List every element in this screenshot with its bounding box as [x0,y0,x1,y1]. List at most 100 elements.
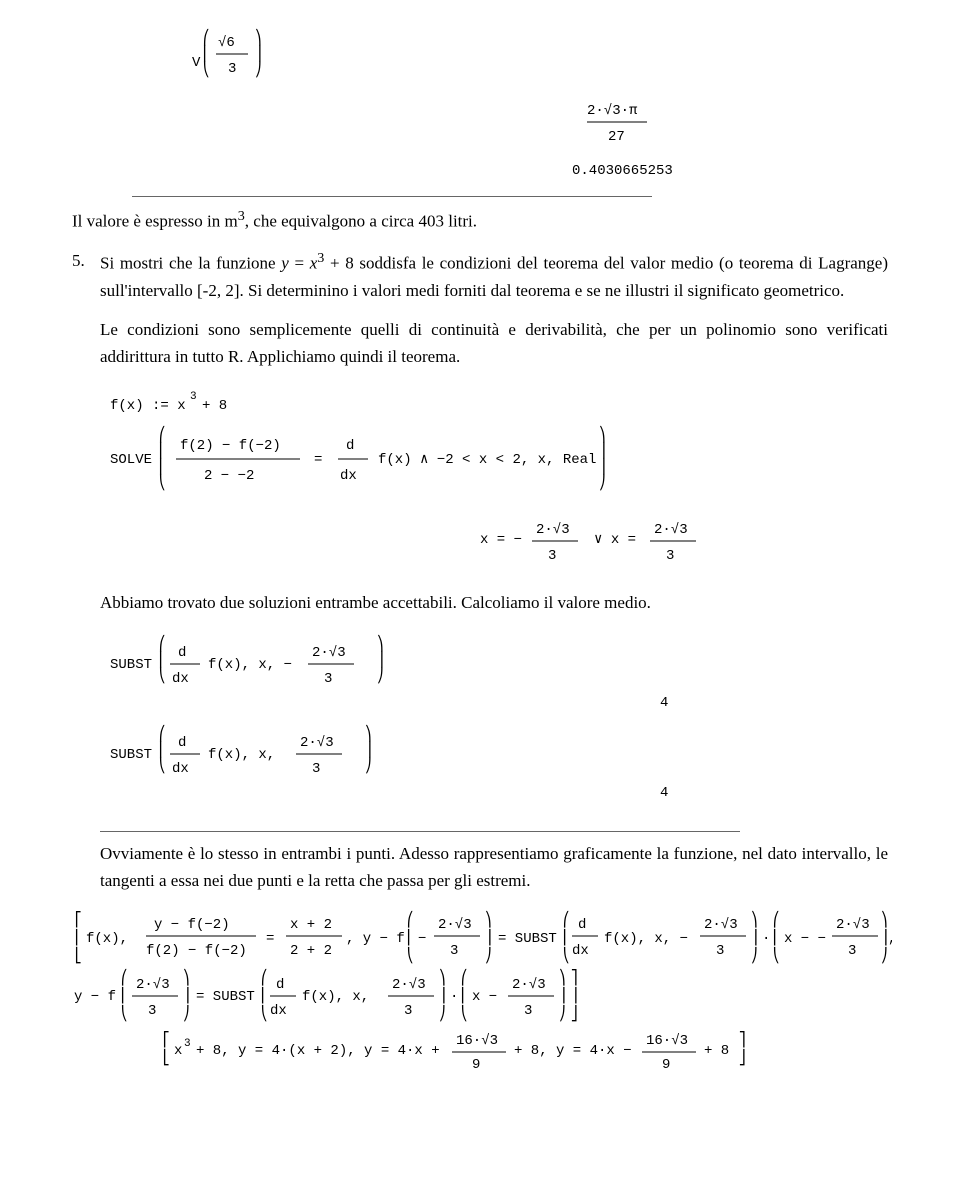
svg-text:⎠: ⎠ [750,946,758,965]
svg-text:x: x [174,1043,182,1059]
svg-text:3: 3 [228,61,236,77]
svg-text:⎦: ⎦ [570,1004,578,1023]
svg-text:d: d [178,735,186,751]
svg-text:⎟: ⎟ [598,441,606,460]
svg-text:f(2) − f(−2): f(2) − f(−2) [146,943,247,959]
svg-text:⎠: ⎠ [254,60,262,79]
svg-text:−: − [418,931,426,947]
cas-solve-svg: f(x) := x 3 + 8 SOLVE ⎛ ⎜ ⎜ ⎝ ⎞ ⎟ ⎟ ⎠ f(… [100,383,780,573]
svg-text:3: 3 [450,943,458,959]
svg-text:∨ x =: ∨ x = [594,532,636,548]
svg-text:⎞: ⎞ [558,968,566,987]
svg-text:⎦: ⎦ [738,1048,746,1067]
svg-text:⎞: ⎞ [880,910,888,929]
svg-text:⎜: ⎜ [158,441,166,460]
svg-text:⎛: ⎛ [260,968,268,987]
svg-text:x −: x − [472,989,497,1005]
list-item-5: 5. Si mostri che la funzione y = x3 + 8 … [72,247,888,304]
svg-text:=: = [266,931,274,947]
svg-text:⎟: ⎟ [558,986,566,1005]
svg-text:16·√3: 16·√3 [456,1033,498,1049]
svg-text:⎜: ⎜ [202,44,210,63]
svg-text:f(2) − f(−2): f(2) − f(−2) [180,438,281,454]
svg-text:√6: √6 [218,35,235,51]
cas-subst-svg: SUBST ⎛ ⎜ ⎝ ⎞ ⎟ ⎠ d dx f(x), x, − 2·√3 3… [100,628,780,818]
svg-text:⎜: ⎜ [158,740,166,759]
cas-block-subst: SUBST ⎛ ⎜ ⎝ ⎞ ⎟ ⎠ d dx f(x), x, − 2·√3 3… [100,628,888,831]
svg-text:⎟: ⎟ [182,986,190,1005]
svg-text:·: · [762,931,770,947]
svg-text:27: 27 [608,129,625,145]
svg-text:2·√3: 2·√3 [536,522,570,538]
svg-text:⎝: ⎝ [120,1004,128,1023]
svg-text:f(x) ∧ −2 < x < 2, x, Real: f(x) ∧ −2 < x < 2, x, Real [378,452,596,468]
svg-text:f(x), x,: f(x), x, [208,747,275,763]
paragraph-conditions: Le condizioni sono semplicemente quelli … [100,316,888,370]
svg-text:2·√3·π: 2·√3·π [587,103,638,119]
svg-text:= SUBST: = SUBST [498,931,557,947]
svg-text:3: 3 [404,1003,412,1019]
cas-subst-r1: 4 [660,695,668,711]
svg-text:⎛: ⎛ [202,28,210,47]
svg-text:SUBST: SUBST [110,747,152,763]
paragraph-two-solutions: Abbiamo trovato due soluzioni entrambe a… [100,589,888,616]
svg-text:2·√3: 2·√3 [512,977,546,993]
svg-text:⎞: ⎞ [438,968,446,987]
svg-text:⎛: ⎛ [158,724,166,743]
svg-text:⎜: ⎜ [158,650,166,669]
svg-text:3: 3 [548,548,556,564]
item5-body: Si mostri che la funzione y = x3 + 8 sod… [100,247,888,304]
p4-text: Ovviamente è lo stesso in entrambi i pun… [100,844,888,890]
svg-text:+ 8, y = 4·(x + 2), y = 4·x +: + 8, y = 4·(x + 2), y = 4·x + [196,1043,440,1059]
svg-text:⎞: ⎞ [598,425,606,444]
svg-text:⎝: ⎝ [562,946,570,965]
svg-text:3: 3 [524,1003,532,1019]
svg-text:V: V [192,55,201,71]
svg-text:3: 3 [184,1038,191,1050]
svg-text:16·√3: 16·√3 [646,1033,688,1049]
svg-text:⎞: ⎞ [182,968,190,987]
svg-text:3: 3 [848,943,856,959]
svg-text:2·√3: 2·√3 [312,645,346,661]
paragraph-volume-note: Il valore è espresso in m3, che equivalg… [72,205,888,235]
svg-text:+ 8: + 8 [704,1043,729,1059]
svg-text:y − f: y − f [74,989,116,1005]
svg-text:2·√3: 2·√3 [136,977,170,993]
svg-text:⎝: ⎝ [772,946,780,965]
svg-text:⎛: ⎛ [772,910,780,929]
svg-text:⎜: ⎜ [562,928,570,947]
svg-text:d: d [178,645,186,661]
svg-text:⎛: ⎛ [562,910,570,929]
svg-text:3: 3 [312,761,320,777]
svg-text:⎣: ⎣ [74,946,82,965]
svg-text:⎛: ⎛ [158,425,166,444]
svg-text:f(x) := x: f(x) := x [110,398,186,414]
p1-text-after: , che equivalgono a circa 403 litri. [245,212,477,231]
svg-text:⎤: ⎤ [570,969,578,987]
p1-text-before: Il valore è espresso in m [72,212,238,231]
svg-text:dx: dx [270,1003,287,1019]
svg-text:⎜: ⎜ [260,986,268,1005]
svg-text:2·√3: 2·√3 [300,735,334,751]
svg-text:⎤: ⎤ [738,1031,746,1049]
svg-text:SOLVE: SOLVE [110,452,152,468]
svg-text:⎟: ⎟ [438,986,446,1005]
p3-text: Abbiamo trovato due soluzioni entrambe a… [100,593,651,612]
svg-text:⎝: ⎝ [260,1004,268,1023]
svg-text:⎛: ⎛ [406,910,414,929]
svg-text:dx: dx [172,671,189,687]
svg-text:, y − f: , y − f [346,931,405,947]
svg-text:⎝: ⎝ [158,756,166,775]
cas-separator [132,196,652,197]
svg-text:SUBST: SUBST [110,657,152,673]
svg-text:2·√3: 2·√3 [704,917,738,933]
svg-text:f(x), x,: f(x), x, [302,989,369,1005]
svg-text:= SUBST: = SUBST [196,989,255,1005]
svg-text:⎣: ⎣ [162,1048,170,1067]
svg-text:⎜: ⎜ [772,928,780,947]
svg-text:dx: dx [572,943,589,959]
svg-text:⎝: ⎝ [202,60,210,79]
svg-text:2 − −2: 2 − −2 [204,468,254,484]
svg-text:⎜: ⎜ [460,986,468,1005]
svg-text:⎞: ⎞ [376,634,384,653]
